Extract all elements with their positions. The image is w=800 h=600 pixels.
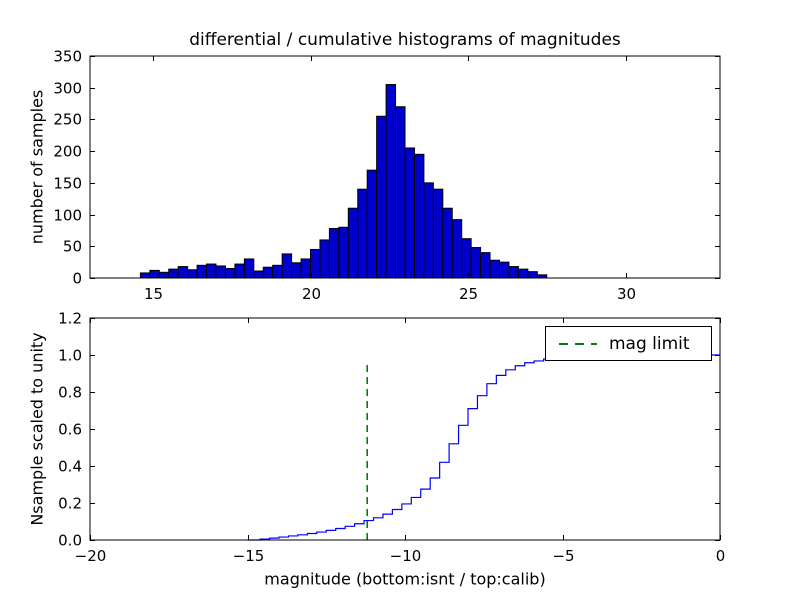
svg-text:25: 25 [459, 285, 478, 303]
svg-text:100: 100 [53, 207, 82, 225]
svg-text:0: 0 [72, 270, 82, 288]
legend-dashed-line-icon [559, 342, 597, 345]
svg-text:−10: −10 [390, 547, 422, 565]
chart-title: differential / cumulative histograms of … [189, 30, 621, 50]
svg-text:−15: −15 [233, 547, 265, 565]
svg-text:50: 50 [63, 238, 82, 256]
svg-text:150: 150 [53, 175, 82, 193]
svg-text:−5: −5 [552, 547, 574, 565]
svg-text:1.0: 1.0 [58, 347, 82, 365]
svg-text:350: 350 [53, 48, 82, 66]
svg-text:250: 250 [53, 111, 82, 129]
legend-label: mag limit [609, 333, 690, 354]
svg-text:20: 20 [302, 285, 321, 303]
svg-text:30: 30 [617, 285, 636, 303]
svg-text:0.4: 0.4 [58, 458, 82, 476]
svg-text:0.8: 0.8 [58, 384, 82, 402]
bottom-xlabel: magnitude (bottom:isnt / top:calib) [264, 569, 546, 589]
svg-text:300: 300 [53, 80, 82, 98]
svg-text:1.2: 1.2 [58, 310, 82, 328]
svg-text:0.6: 0.6 [58, 421, 82, 439]
svg-text:0.0: 0.0 [58, 532, 82, 550]
svg-text:0.2: 0.2 [58, 495, 82, 513]
legend: mag limit [545, 326, 712, 361]
svg-text:−20: −20 [75, 547, 107, 565]
svg-text:0: 0 [716, 547, 726, 565]
svg-text:15: 15 [144, 285, 163, 303]
svg-text:200: 200 [53, 143, 82, 161]
